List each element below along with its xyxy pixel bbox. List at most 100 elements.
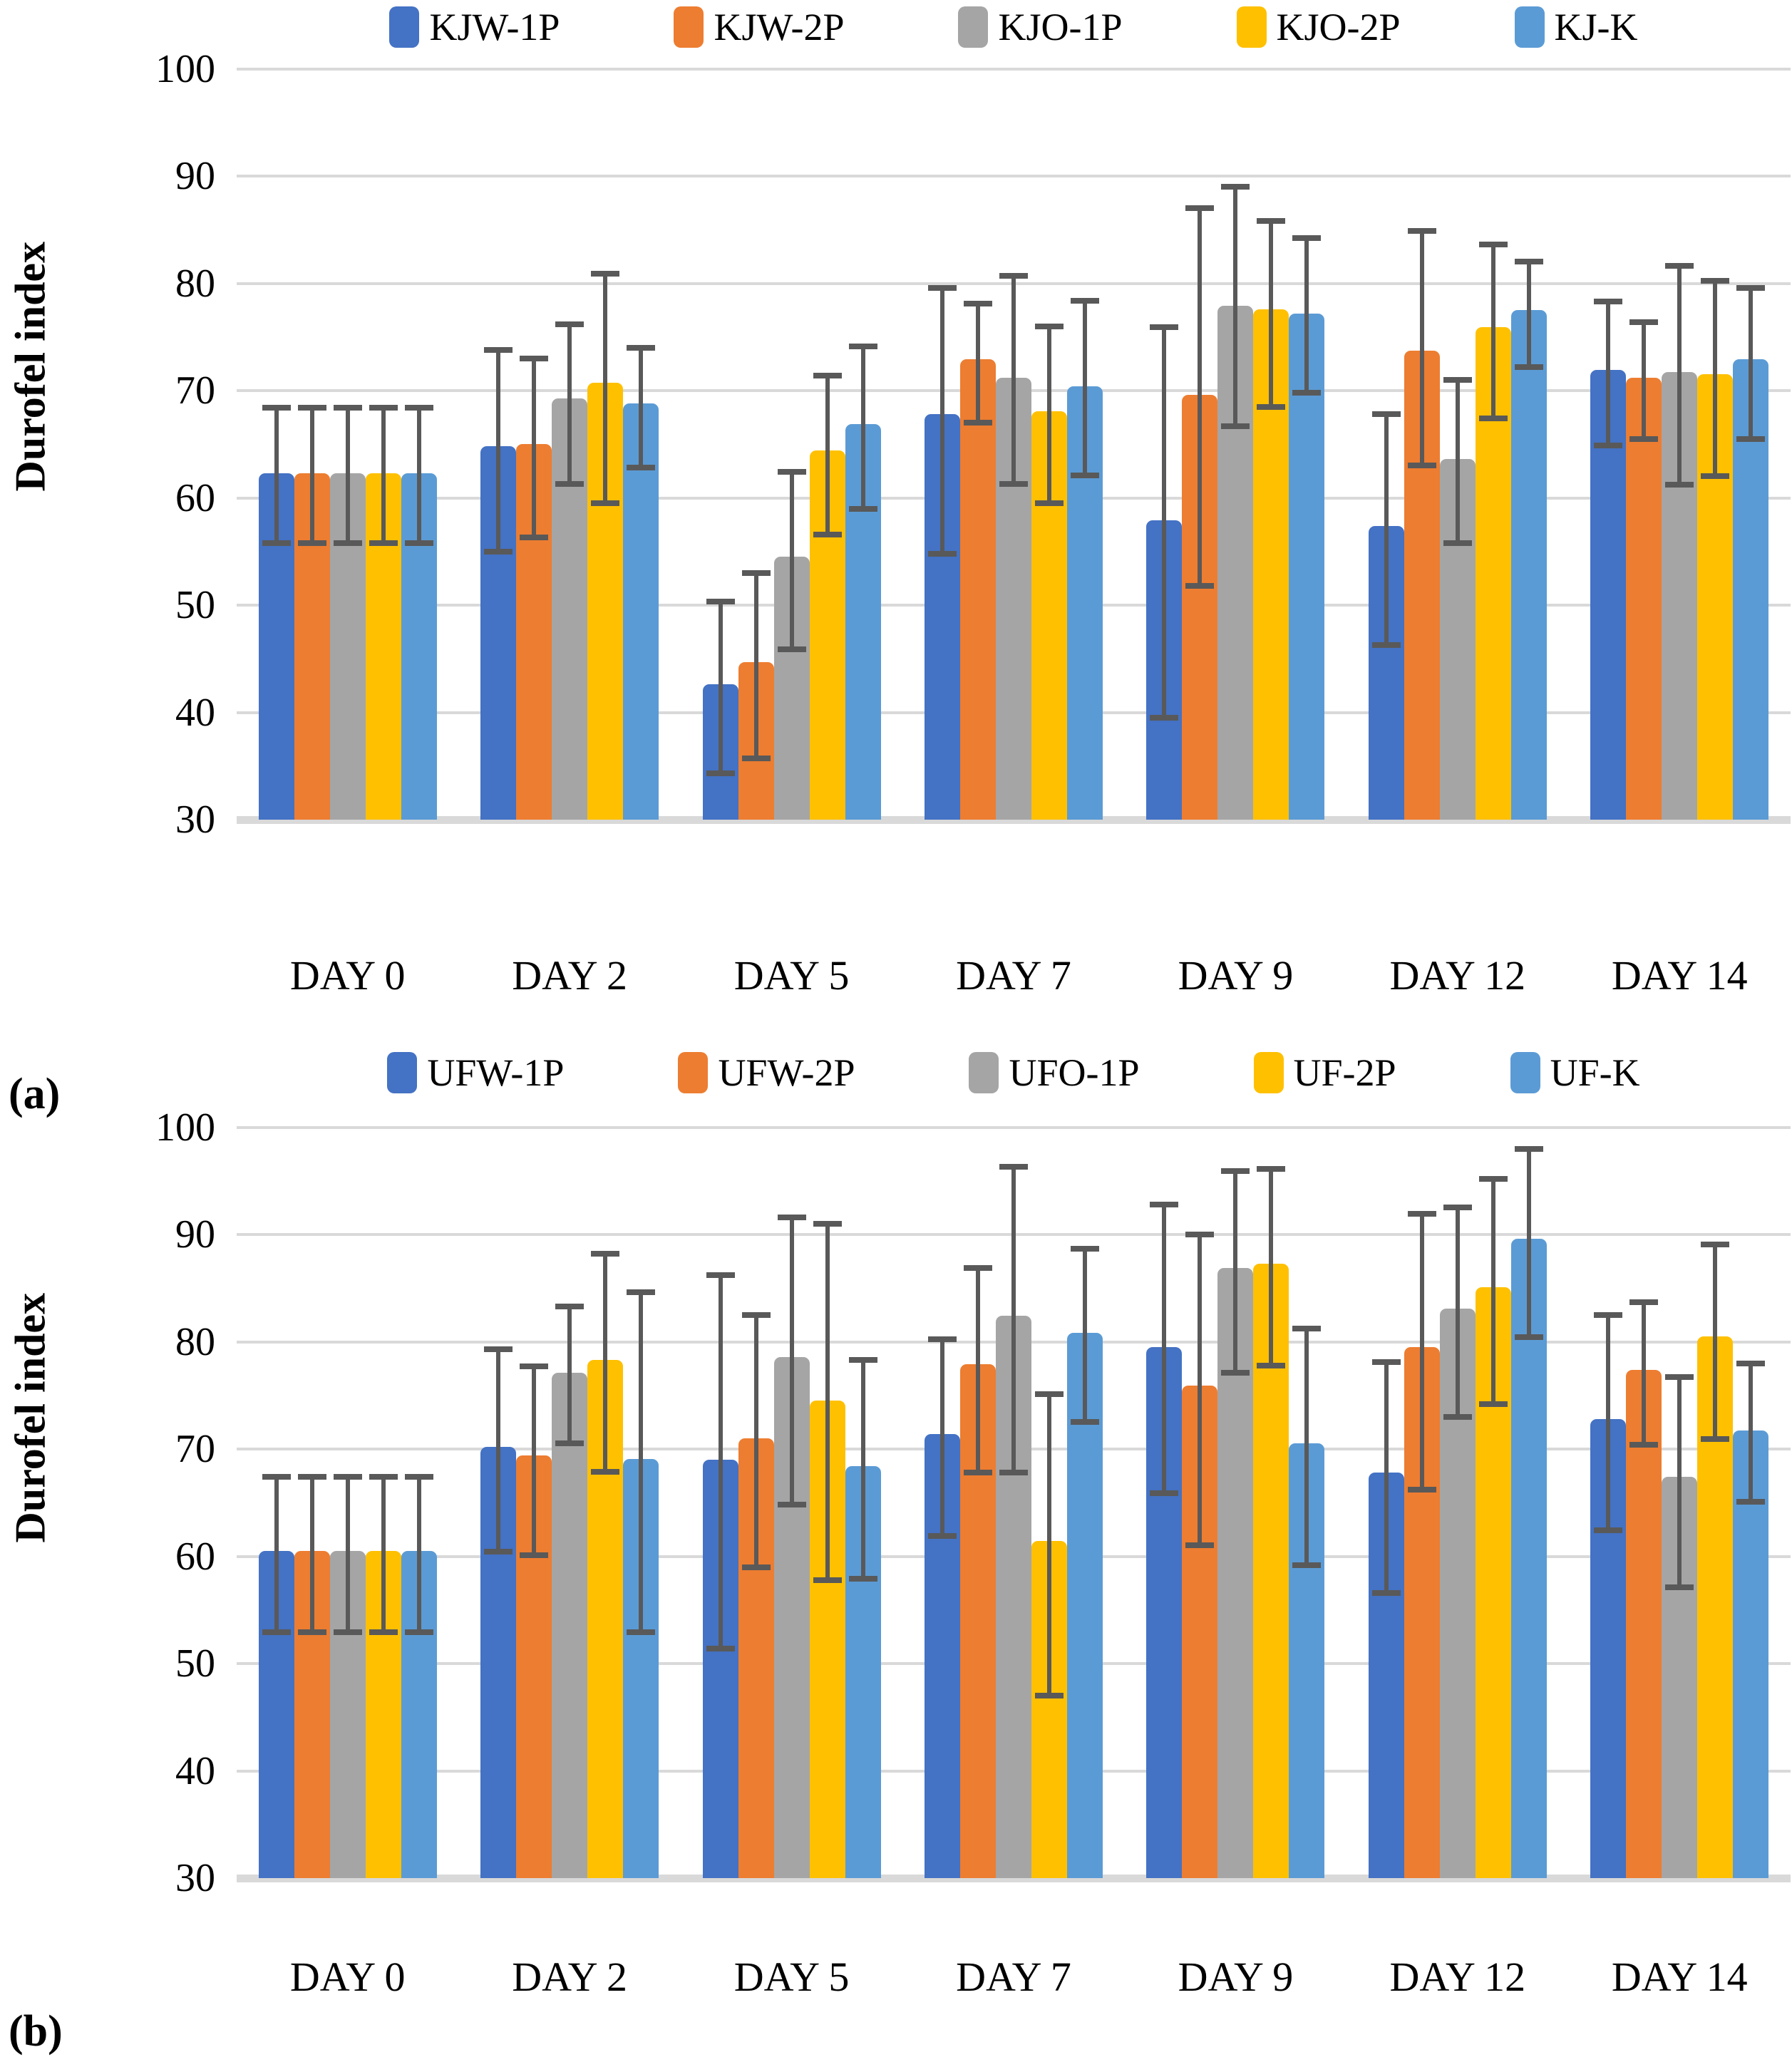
x-tick-label: DAY 9 bbox=[1178, 952, 1294, 999]
error-bar-cap-bottom bbox=[369, 1629, 398, 1636]
error-bar-cap-bottom bbox=[1443, 1413, 1472, 1420]
error-bar-UFW-1P bbox=[1162, 1204, 1167, 1493]
legend-label: KJO-2P bbox=[1276, 6, 1401, 48]
error-bar-cap-top bbox=[520, 1363, 549, 1370]
error-bar-cap-bottom bbox=[1665, 1584, 1694, 1591]
error-bar-cap-top bbox=[484, 346, 513, 353]
legend-item-KJW-1P: KJW-1P bbox=[389, 5, 560, 49]
error-bar-cap-top bbox=[1071, 1245, 1099, 1252]
error-bar-UF-K bbox=[1304, 1329, 1309, 1565]
error-bar-UF-2P bbox=[1713, 1244, 1718, 1440]
error-bar-cap-top bbox=[964, 1264, 992, 1271]
x-tick-label: DAY 12 bbox=[1389, 952, 1526, 999]
x-tick-label: DAY 2 bbox=[512, 1954, 627, 2000]
legend-label: UFW-1P bbox=[427, 1051, 565, 1094]
legend-label: UF-K bbox=[1550, 1051, 1640, 1094]
error-bar-KJW-2P bbox=[976, 304, 980, 423]
error-bar-cap-top bbox=[555, 1303, 585, 1309]
y-tick-label: 60 bbox=[175, 475, 215, 520]
error-bar-cap-bottom bbox=[1478, 416, 1508, 422]
error-bar-cap-top bbox=[1221, 1168, 1250, 1175]
error-bar-cap-top bbox=[1701, 278, 1730, 284]
error-bar-cap-bottom bbox=[928, 1532, 957, 1539]
error-bar-cap-bottom bbox=[777, 1502, 806, 1508]
error-bar-KJW-1P bbox=[940, 287, 944, 554]
legend-swatch-icon bbox=[1253, 1052, 1284, 1093]
legend: KJW-1P KJW-2P KJO-1P KJO-2P KJ-K bbox=[237, 4, 1791, 50]
error-bar-cap-bottom bbox=[1221, 423, 1250, 429]
error-bar-KJW-2P bbox=[1419, 230, 1424, 466]
error-bar-cap-bottom bbox=[1407, 1487, 1436, 1493]
error-bar-cap-top bbox=[1221, 184, 1250, 190]
error-bar-UF-2P bbox=[603, 1254, 608, 1472]
error-bar-cap-top bbox=[1257, 1166, 1286, 1172]
legend-swatch-icon bbox=[387, 1052, 418, 1093]
error-bar-cap-bottom bbox=[484, 548, 513, 555]
error-bar-cap-top bbox=[333, 1474, 362, 1480]
y-tick-label: 50 bbox=[175, 1641, 215, 1686]
error-bar-KJ-K bbox=[1526, 262, 1531, 367]
error-bar-KJW-1P bbox=[1384, 414, 1389, 645]
y-axis-title: Durofel index bbox=[6, 1292, 54, 1543]
error-bar-cap-top bbox=[777, 1214, 806, 1220]
legend-item-KJO-1P: KJO-1P bbox=[958, 5, 1123, 49]
error-bar-UFO-1P bbox=[1677, 1377, 1682, 1588]
error-bar-cap-top bbox=[627, 1289, 656, 1296]
x-tick-label: DAY 9 bbox=[1178, 1954, 1294, 2000]
error-bar-cap-bottom bbox=[1594, 442, 1623, 448]
y-tick-label: 100 bbox=[155, 46, 215, 91]
y-tick-label: 90 bbox=[175, 154, 215, 198]
error-bar-KJO-2P bbox=[825, 375, 830, 535]
error-bar-UF-2P bbox=[825, 1223, 830, 1580]
bar-KJ-K bbox=[1510, 310, 1547, 820]
error-bar-cap-top bbox=[1736, 284, 1766, 291]
error-bar-UF-2P bbox=[1047, 1394, 1051, 1696]
error-bar-cap-bottom bbox=[777, 646, 806, 652]
error-bar-cap-bottom bbox=[1407, 463, 1436, 469]
error-bar-cap-bottom bbox=[706, 1645, 735, 1651]
legend-swatch-icon bbox=[1236, 6, 1267, 48]
error-bar-cap-top bbox=[1407, 1211, 1436, 1217]
error-bar-cap-top bbox=[297, 405, 326, 411]
error-bar-KJO-2P bbox=[381, 408, 386, 543]
error-bar-cap-bottom bbox=[1292, 1562, 1322, 1568]
error-bar-cap-top bbox=[591, 1251, 620, 1257]
error-bar-cap-bottom bbox=[1701, 473, 1730, 480]
error-bar-cap-top bbox=[555, 321, 585, 327]
legend-swatch-icon bbox=[674, 6, 704, 48]
bar-KJ-K bbox=[623, 403, 659, 820]
error-bar-cap-bottom bbox=[1257, 1362, 1286, 1368]
error-bar-KJO-2P bbox=[1713, 281, 1718, 477]
error-bar-KJO-2P bbox=[1047, 326, 1051, 503]
error-bar-cap-bottom bbox=[333, 1629, 362, 1636]
error-bar-cap-bottom bbox=[848, 1576, 877, 1582]
error-bar-UFO-1P bbox=[567, 1306, 572, 1444]
error-bar-cap-top bbox=[706, 599, 735, 605]
y-tick-label: 30 bbox=[175, 1856, 215, 1900]
error-bar-cap-bottom bbox=[1514, 1334, 1543, 1341]
error-bar-KJW-2P bbox=[532, 358, 537, 538]
y-tick-label: 40 bbox=[175, 690, 215, 735]
error-bar-KJW-1P bbox=[496, 349, 501, 552]
error-bar-cap-top bbox=[848, 344, 877, 350]
y-tick-label: 80 bbox=[175, 1319, 215, 1364]
x-tick-label: DAY 5 bbox=[733, 1954, 850, 2000]
error-bar-cap-top bbox=[1185, 205, 1215, 212]
error-bar-UFO-1P bbox=[789, 1217, 794, 1505]
bar-KJW-2P bbox=[1626, 377, 1662, 820]
error-bar-cap-top bbox=[369, 1474, 398, 1480]
error-bar-cap-top bbox=[404, 405, 433, 411]
x-tick-label: DAY 2 bbox=[512, 952, 627, 999]
legend-item-UFO-1P: UFO-1P bbox=[969, 1051, 1140, 1095]
error-bar-cap-top bbox=[1701, 1241, 1730, 1247]
error-bar-KJW-1P bbox=[274, 408, 279, 543]
error-bar-KJO-1P bbox=[1677, 266, 1682, 485]
error-bar-cap-bottom bbox=[555, 480, 585, 487]
error-bar-KJW-2P bbox=[753, 572, 758, 759]
error-bar-cap-bottom bbox=[297, 540, 326, 546]
error-bar-cap-bottom bbox=[1514, 364, 1543, 370]
error-bar-cap-bottom bbox=[404, 540, 433, 546]
error-bar-cap-top bbox=[1665, 263, 1694, 269]
error-bar-cap-top bbox=[262, 1474, 291, 1480]
error-bar-cap-bottom bbox=[1629, 435, 1659, 442]
